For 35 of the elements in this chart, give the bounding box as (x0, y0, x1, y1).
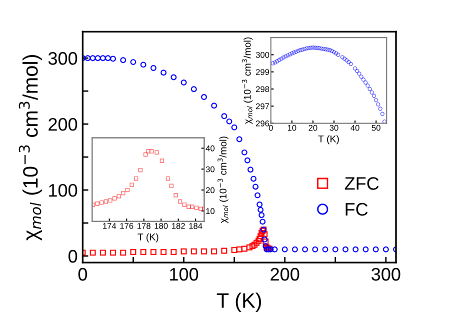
y-tick-label: 297 (256, 103, 270, 110)
y-axis-title: χ$_{mol}$ (10$^{−3}$ cm$^{3}$/mol) (18, 55, 42, 240)
y-tick-label: 300 (48, 52, 78, 65)
y-tick-label: 100 (49, 184, 78, 197)
x-tick-label: 300 (372, 268, 400, 281)
legend-label: FC (346, 202, 368, 216)
y-axis-title: χ$_{mol}$ (10$^{−3}$ cm$^{3}$/mol) (242, 37, 253, 124)
y-tick-label: 296 (256, 120, 270, 126)
x-tick-label: 180 (154, 222, 168, 229)
x-tick-label: 10 (288, 124, 296, 131)
legend-label: ZFC (344, 177, 379, 190)
x-tick-label: 200 (270, 268, 300, 281)
y-tick-label: 0 (68, 250, 78, 263)
y2-tick-label: 10 (206, 208, 215, 214)
x-tick-label: 176 (120, 222, 134, 229)
x-tick-label: 184 (189, 222, 202, 229)
x-tick-label: 182 (172, 222, 185, 229)
x-tick-label: 174 (103, 223, 116, 229)
x-tick-label: 20 (308, 124, 318, 131)
x-axis-title: T (K) (318, 135, 339, 144)
x-tick-label: 178 (138, 222, 150, 229)
y-tick-label: 298 (256, 86, 270, 92)
x-tick-label: 50 (372, 124, 380, 131)
y-tick-label: 299 (256, 69, 270, 75)
x-tick-label: 40 (350, 124, 360, 131)
x-tick-label: 0 (78, 268, 88, 281)
y2-tick-label: 40 (206, 145, 215, 152)
y2-tick-label: 30 (206, 166, 215, 172)
x-tick-label: 100 (170, 268, 198, 281)
y2-axis-title: χ$_{mol}$ (10$^{−3}$ cm$^{3}$/mol) (218, 136, 228, 224)
x-axis-title: T (K) (138, 233, 158, 242)
x-tick-label: 30 (330, 124, 338, 131)
y-tick-label: 300 (256, 52, 270, 58)
x-axis-title: T (K) (216, 292, 262, 312)
y2-tick-label: 20 (206, 187, 215, 194)
